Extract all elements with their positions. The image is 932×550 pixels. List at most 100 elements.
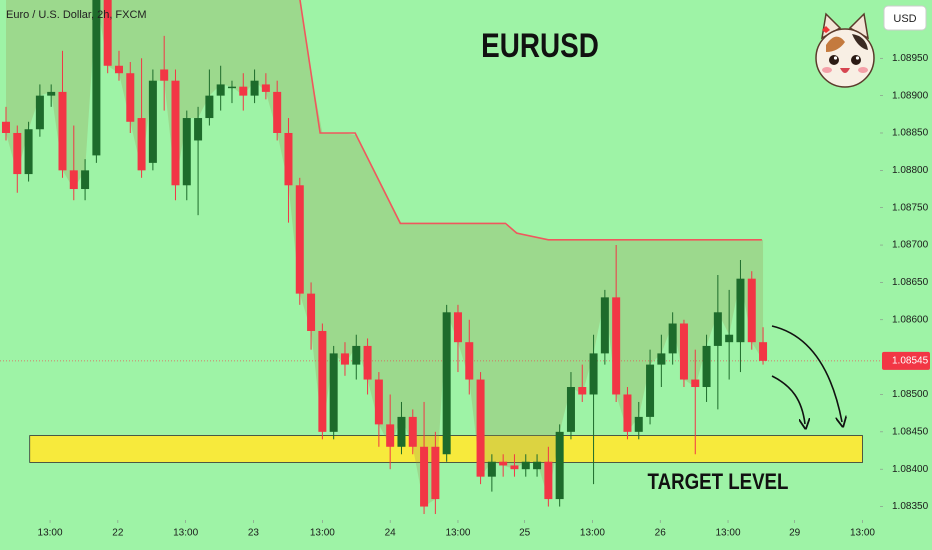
y-tick-label: 1.08600	[892, 314, 929, 325]
arrow	[771, 375, 805, 424]
candle-body	[623, 394, 632, 432]
candle-body	[408, 416, 417, 447]
candle-body	[736, 278, 745, 343]
candle-body	[544, 461, 553, 500]
candle-body	[374, 379, 383, 425]
candle-body	[295, 185, 304, 294]
candle-body	[533, 461, 542, 470]
candle-body	[465, 342, 474, 380]
y-tick-label: 1.08700	[892, 240, 929, 251]
currency[interactable]: USD	[893, 13, 916, 25]
y-tick-label: 1.08750	[892, 202, 929, 213]
arrow	[771, 325, 842, 422]
candle-body	[114, 65, 123, 74]
candle-body	[250, 80, 259, 96]
candle-body	[58, 91, 67, 171]
candle-body	[227, 86, 236, 89]
x-tick-label: 13:00	[173, 528, 198, 539]
candle-body	[261, 84, 270, 92]
x-tick-label: 13:00	[716, 528, 741, 539]
last-price-tag	[882, 351, 930, 370]
candle-body	[47, 91, 56, 96]
x-tick-label: 13:00	[850, 528, 875, 539]
candle-body	[352, 345, 361, 365]
candle-body	[578, 387, 587, 395]
candle-body	[555, 431, 564, 500]
candle-body	[273, 91, 282, 133]
candle-body	[679, 323, 688, 380]
y-tick-label: 1.08500	[892, 389, 929, 400]
candle-body	[646, 364, 655, 417]
chart-title: EURUSD	[481, 26, 599, 64]
candle-body	[126, 73, 135, 122]
symbol-header: Euro / U.S. Dollar, 2h, FXCM	[6, 9, 147, 21]
candle-body	[24, 129, 33, 175]
last-price-label: 1.08545	[892, 356, 929, 367]
candle-body	[35, 95, 44, 130]
candle-body	[340, 353, 349, 365]
y-tick-label: 1.08950	[892, 53, 929, 64]
candle-body	[476, 379, 485, 477]
candle-body	[171, 80, 180, 186]
candle-body	[589, 353, 598, 395]
x-tick-label: 13:00	[445, 528, 470, 539]
candle-body	[634, 416, 643, 432]
x-tick-label: 13:00	[38, 528, 63, 539]
x-tick-label: 25	[519, 528, 531, 539]
x-tick-label: 29	[789, 528, 801, 539]
candle-body	[657, 353, 666, 365]
y-tick-label: 1.08650	[892, 277, 929, 288]
candle-body	[318, 330, 327, 432]
candle-body	[81, 170, 90, 190]
candle-body	[92, 0, 101, 156]
candle-body	[194, 118, 203, 141]
candle-body	[713, 312, 722, 346]
candle-body	[69, 170, 78, 190]
candle-body	[397, 416, 406, 447]
candle-body	[499, 461, 508, 466]
candle-body	[137, 118, 146, 171]
candle-body	[612, 297, 621, 395]
candle-body	[725, 334, 734, 343]
candle-body	[759, 342, 768, 361]
candle-body	[668, 323, 677, 354]
target-label: TARGET LEVEL	[648, 471, 789, 495]
y-tick-label: 1.08800	[892, 165, 929, 176]
x-tick-label: 13:00	[310, 528, 335, 539]
candle-body	[205, 95, 214, 119]
x-tick-label: 24	[385, 528, 397, 539]
candle-body	[431, 446, 440, 500]
x-tick-label: 22	[112, 528, 124, 539]
candle-body	[103, 0, 112, 66]
x-tick-label: 26	[655, 528, 667, 539]
resistance-line	[299, 0, 762, 241]
candle-body	[216, 84, 225, 96]
candle-body	[521, 461, 530, 470]
y-tick-label: 1.08400	[892, 464, 929, 475]
currency-box[interactable]	[883, 5, 927, 31]
candle-body	[284, 132, 293, 186]
candle-body	[420, 446, 429, 507]
y-tick-label: 1.08450	[892, 426, 929, 437]
candle-body	[442, 312, 451, 455]
y-tick-label: 1.08900	[892, 90, 929, 101]
candle-body	[453, 312, 462, 343]
candle-body	[386, 424, 395, 447]
candle-body	[329, 353, 338, 432]
candle-body	[239, 86, 248, 96]
candle-body	[1, 121, 10, 133]
candle-body	[600, 297, 609, 354]
candle-body	[702, 345, 711, 388]
plot-area	[0, 0, 880, 515]
candle-body	[487, 461, 496, 477]
x-tick-label: 23	[248, 528, 260, 539]
candle-body	[148, 80, 157, 163]
candle-body	[182, 118, 191, 186]
y-tick-label: 1.08850	[892, 128, 929, 139]
candle-body	[13, 132, 22, 175]
candle-body	[510, 465, 519, 470]
shaded-range	[5, 0, 764, 507]
candle-body	[566, 387, 575, 432]
candle-body	[747, 278, 756, 343]
